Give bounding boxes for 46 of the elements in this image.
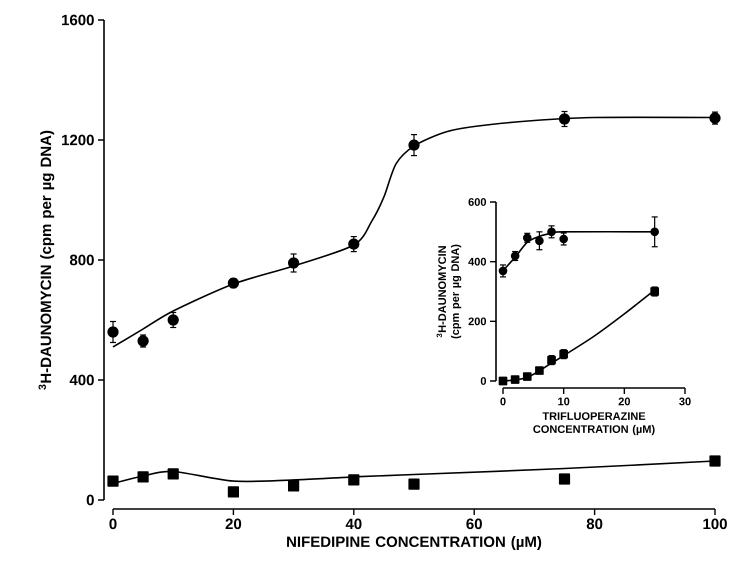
x-tick-label: 80: [586, 518, 602, 530]
x-tick-label: 0: [109, 518, 117, 530]
x-tick-label: 20: [618, 398, 630, 406]
y-tick-label: 1200: [62, 134, 94, 146]
point: [535, 236, 544, 246]
x-axis-title: NIFEDIPINE CONCENTRATION (µM): [287, 536, 542, 550]
point: [107, 326, 119, 338]
point: [558, 113, 570, 125]
x-tick-label: 100: [703, 518, 727, 530]
y-tick-label: 400: [70, 374, 94, 386]
y-tick-label: 600: [468, 198, 486, 206]
point: [650, 228, 659, 236]
y-tick-label: 400: [468, 258, 486, 266]
point: [107, 476, 119, 487]
point: [168, 314, 179, 326]
y-tick-label: 1600: [62, 14, 94, 26]
point: [510, 375, 520, 384]
y-tick-label: 800: [70, 254, 94, 266]
point: [348, 474, 360, 486]
point: [348, 238, 360, 250]
point: [138, 471, 149, 482]
y-tick-label: 0: [480, 377, 486, 385]
point: [547, 228, 556, 236]
x-tick-label: 40: [346, 518, 362, 530]
y-axis-title: $^{3}$H-DAUNOMYCIN (cpm per µg DNA): [436, 244, 462, 338]
x-tick-label: 60: [466, 518, 482, 530]
point: [288, 480, 300, 492]
point: [709, 455, 721, 467]
point: [558, 473, 570, 485]
point: [228, 486, 240, 498]
point: [498, 376, 508, 386]
point: [522, 372, 532, 381]
point: [408, 478, 420, 490]
y-tick-label: 200: [468, 317, 486, 326]
x-tick-label: 0: [500, 398, 506, 406]
point: [168, 468, 179, 480]
point: [288, 257, 300, 269]
x-tick-label: 30: [679, 398, 691, 406]
x-tick-label: 20: [226, 518, 242, 530]
x-tick-label: 10: [558, 398, 570, 406]
point: [559, 234, 568, 244]
point: [535, 366, 544, 375]
x-axis-title: TRIFLUOPERAZINE CONCENTRATION (µM): [533, 412, 655, 436]
y-axis-title: $^{3}$H-DAUNOMYCIN (cpm per µg DNA): [38, 130, 54, 390]
y-tick-label: 0: [86, 494, 94, 506]
point: [408, 139, 420, 151]
